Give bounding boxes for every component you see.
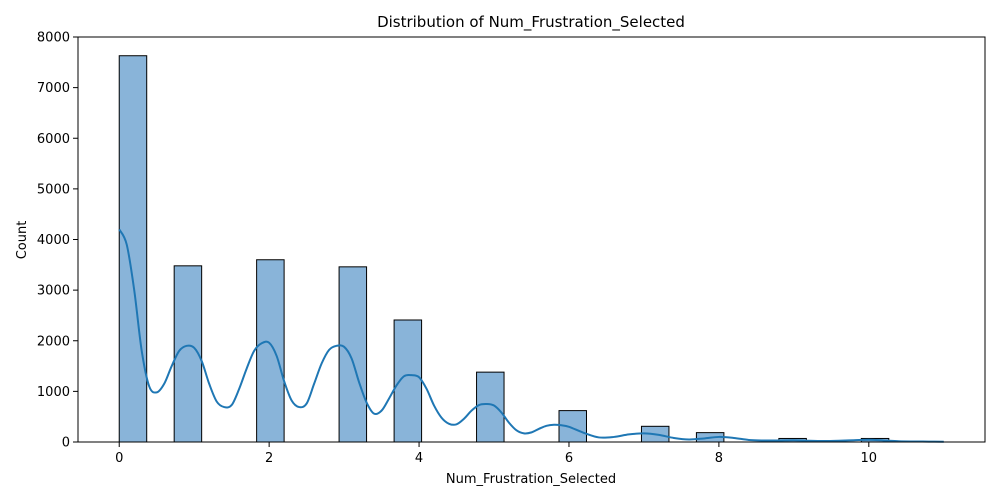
histogram-bar <box>173 265 203 443</box>
histogram-bar <box>476 371 505 443</box>
x-tick-label: 0 <box>115 451 123 466</box>
y-tick-label: 2000 <box>37 334 70 349</box>
y-tick-label: 6000 <box>37 132 70 147</box>
x-tick-label: 6 <box>565 451 573 466</box>
x-axis-label: Num_Frustration_Selected <box>446 472 616 487</box>
histogram-bar <box>393 319 423 443</box>
chart-title: Distribution of Num_Frustration_Selected <box>377 13 685 32</box>
plot-frame <box>77 36 986 443</box>
histogram-bar <box>338 266 368 443</box>
x-axis: 0 2 4 6 8 10 <box>115 442 877 466</box>
y-tick-label: 5000 <box>37 182 70 197</box>
x-tick-label: 4 <box>415 451 423 466</box>
bars <box>118 55 890 443</box>
y-tick-label: 8000 <box>37 31 70 46</box>
kde-curve <box>118 228 944 443</box>
x-tick-label: 2 <box>265 451 273 466</box>
y-tick-label: 1000 <box>37 385 70 400</box>
x-tick-label: 8 <box>715 451 723 466</box>
histogram-bar <box>118 55 148 443</box>
y-tick-label: 0 <box>62 436 70 451</box>
x-tick-label: 10 <box>861 451 878 466</box>
y-tick-label: 4000 <box>37 233 70 248</box>
y-axis-label: Count <box>15 221 30 260</box>
histogram-bar <box>256 259 285 443</box>
y-tick-label: 3000 <box>37 284 70 299</box>
y-axis: 0 1000 2000 3000 4000 5000 6000 7000 8000 <box>37 31 78 451</box>
y-tick-label: 7000 <box>37 81 70 96</box>
